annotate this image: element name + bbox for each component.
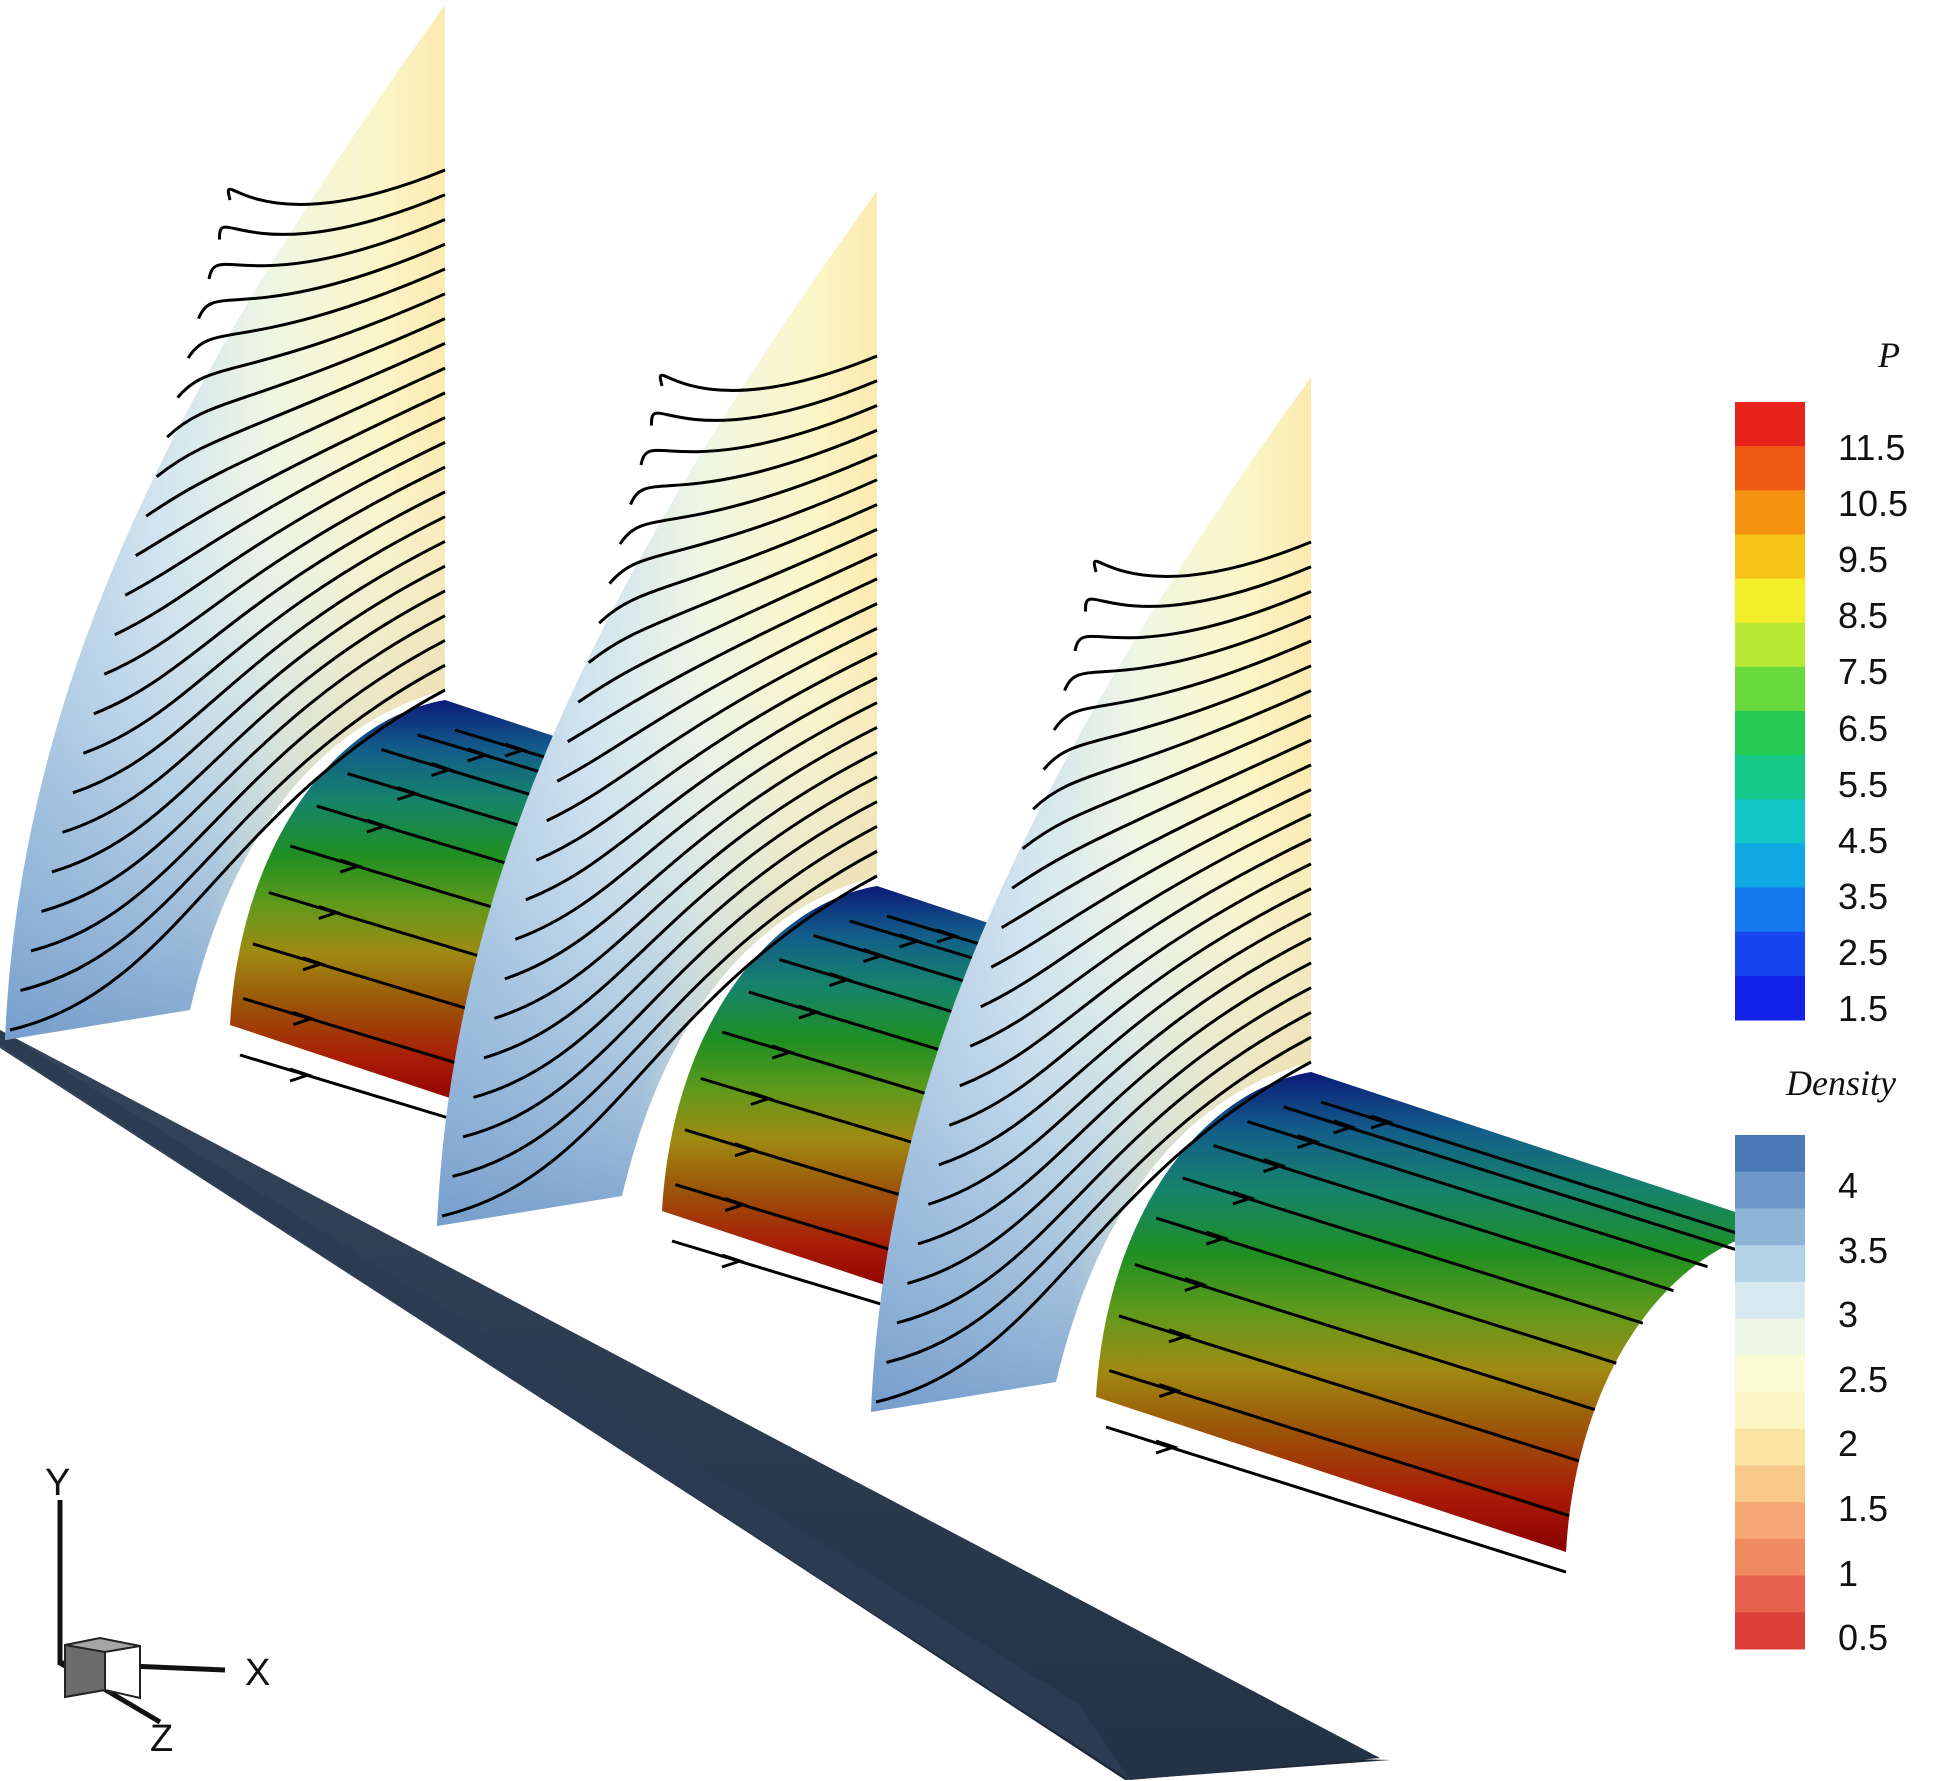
axis-z-label: Z [150,1718,174,1760]
colorbar-band [1735,931,1805,977]
colorbar-band [1735,711,1805,756]
fin-cylinder-unit [871,377,1782,1574]
colorbar-band [1735,622,1805,668]
colorbar-band [1735,1318,1805,1356]
cylinder-surface [1096,1072,1781,1552]
density-tick-label: 3 [1838,1294,1859,1336]
p-tick-label: 1.5 [1838,988,1889,1029]
axis-x-label: X [245,1652,271,1694]
p-tick-label: 9.5 [1838,539,1889,581]
colorbar-band [1735,1465,1805,1503]
p-tick-label: 3.5 [1838,875,1889,917]
p-tick-label: 2.5 [1838,931,1889,973]
axis-triad [57,1500,226,1725]
colorbar-band [1735,1538,1805,1577]
colorbar-band [1735,534,1805,580]
colorbar-band [1735,490,1805,535]
legend-p-title: P [1878,335,1900,375]
colorbar-band [1735,1281,1805,1320]
colorbar-band [1735,755,1805,800]
density-tick-label: 4 [1838,1165,1859,1206]
colorbar-band [1735,843,1805,889]
p-tick-label: 10.5 [1838,483,1909,525]
density-tick-label: 2.5 [1838,1358,1889,1400]
density-tick-label: 1 [1838,1552,1859,1594]
colorbar-band [1735,1355,1805,1393]
colorbar-band [1735,1428,1805,1466]
colorbar-band [1735,975,1805,1021]
density-tick-label: 2 [1838,1423,1859,1465]
density-colorbar [1735,1135,1805,1650]
density-tick-label: 1.5 [1838,1488,1889,1529]
colorbar-band [1735,887,1805,933]
colorbar-band [1735,402,1805,447]
p-tick-label: 8.5 [1838,595,1889,637]
colorbar-band [1735,1575,1805,1613]
colorbar-band [1735,1245,1805,1283]
fin-cylinder-unit [5,5,696,1129]
p-colorbar [1735,402,1805,1021]
density-tick-label: 3.5 [1838,1229,1889,1271]
p-tick-label: 6.5 [1838,707,1889,749]
base-slab [0,1030,1390,1780]
fin-cylinder-unit [437,191,1128,1315]
legend-density [1735,1135,1805,1650]
legend-p [1735,402,1805,1021]
p-tick-label: 7.5 [1838,651,1889,693]
legend-density-title: Density [1786,1063,1896,1103]
colorbar-band [1735,446,1805,491]
p-tick-label: 4.5 [1838,819,1889,861]
colorbar-band [1735,799,1805,844]
colorbar-band [1735,578,1805,624]
colorbar-band [1735,1208,1805,1246]
colorbar-band [1735,1135,1805,1173]
colorbar-band [1735,1171,1805,1209]
colorbar-band [1735,666,1805,712]
colorbar-band [1735,1392,1805,1430]
p-tick-label: 5.5 [1838,763,1889,805]
density-tick-label: 0.5 [1838,1617,1889,1659]
colorbar-band [1735,1612,1805,1650]
colorbar-band [1735,1502,1805,1540]
p-tick-label: 11.5 [1838,427,1906,468]
axis-y-label: Y [45,1462,71,1504]
